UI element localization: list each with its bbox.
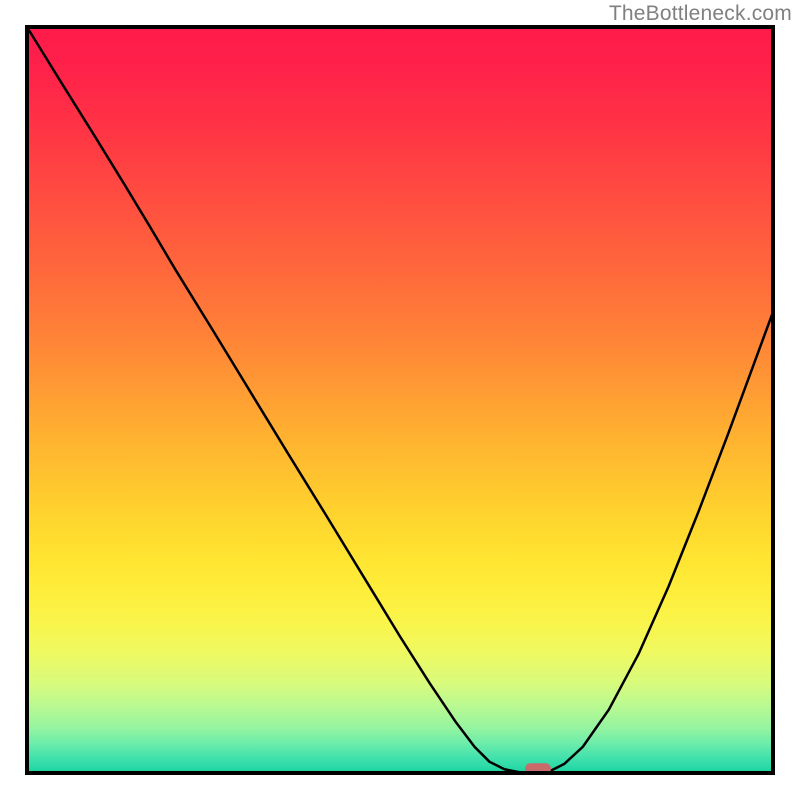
- bottleneck-chart: TheBottleneck.com: [0, 0, 800, 800]
- plot-background: [27, 27, 773, 773]
- chart-svg: [0, 0, 800, 800]
- watermark-text: TheBottleneck.com: [609, 2, 792, 26]
